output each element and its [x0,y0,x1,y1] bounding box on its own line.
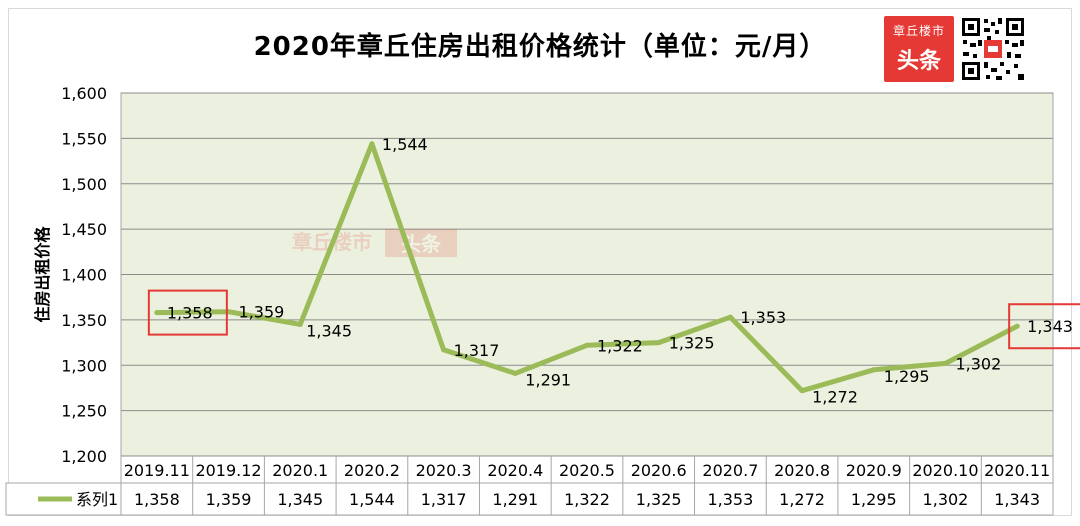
chart-frame [8,8,1072,516]
logo-text-bottom: 头条 [896,49,941,74]
qr-code-icon [960,16,1026,82]
chart-title: 2020年章丘住房出租价格统计（单位：元/月） [253,32,827,62]
brand-logo: 章丘楼市 头条 [884,16,954,82]
logo-text-top: 章丘楼市 [892,24,945,38]
